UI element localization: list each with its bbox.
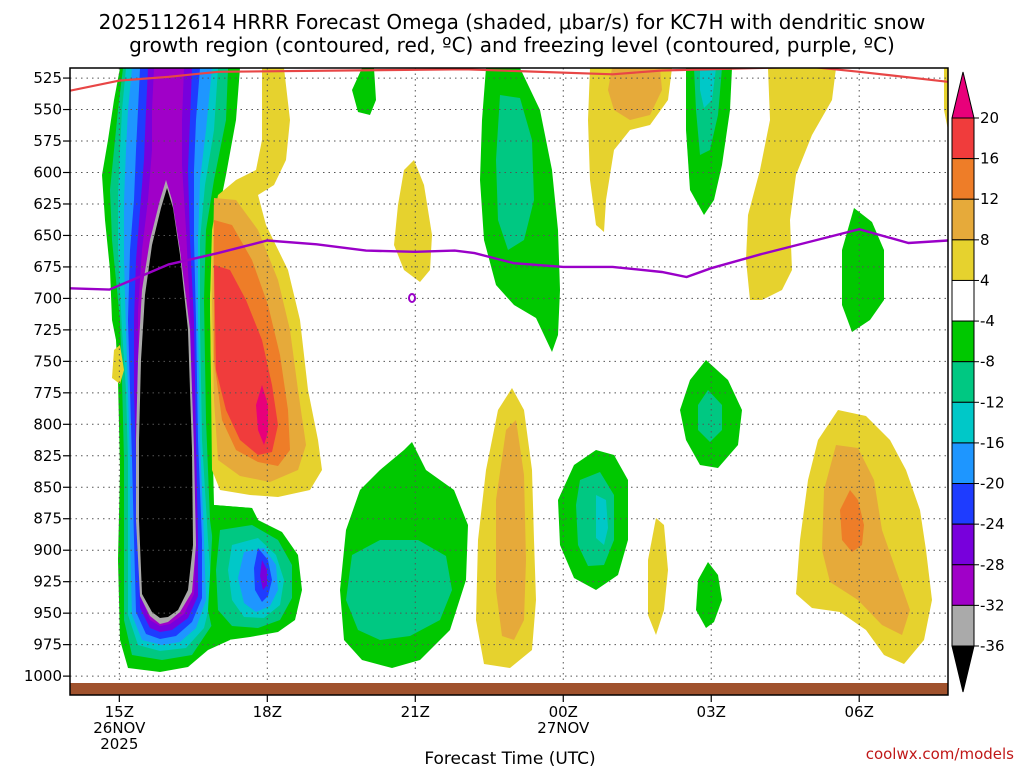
colorbar-swatch [951,442,975,485]
y-tick-label: 800 [33,415,62,433]
y-tick-label: 550 [33,101,62,119]
colorbar-label: -28 [980,556,1005,574]
dgz-top-contour [70,68,948,92]
x-tick-label: 06Z [845,703,874,721]
colorbar-label: -20 [980,475,1005,493]
colorbar-swatch [951,198,975,241]
plot-border [69,67,949,696]
y-tick-label: 875 [33,510,62,528]
omega-teal-03z-mid [698,390,722,442]
colorbar-label: 12 [980,190,999,208]
x-tick-label: 18Z [253,703,282,721]
y-tick-label: 775 [33,384,62,402]
omega-gold-06z-low [822,445,910,635]
x-tick-label: 26NOV [93,719,146,737]
colorbar-bottom-triangle [951,645,975,693]
colorbar-label: 8 [980,231,990,249]
omega-gold-01z [608,68,662,120]
colorbar-label: -12 [980,393,1005,411]
omega-yellow-0130z [648,518,668,635]
colorbar-swatch [951,239,975,281]
colorbar: 20 16 12 8 4 -4 -8 -12 -16 -20 -24 -28 -32 -36 [951,71,1005,693]
omega-indigo-lowlevel [260,560,267,590]
y-tick-label: 725 [33,321,62,339]
omega-teal-21z [346,540,452,640]
y-tick-label: 1000 [24,667,62,685]
watermark: coolwx.com/models [866,745,1014,763]
colorbar-label: -16 [980,434,1005,452]
y-tick-label: 650 [33,226,62,244]
freezing-level-label-marker [408,293,416,303]
omega-yellow-edge-right [944,68,948,130]
shaded-field [102,68,948,672]
colorbar-label: -4 [980,312,995,330]
y-axis: 525 550 575 600 625 650 675 700 725 750 775 800 825 8… [24,69,70,685]
chart-title-line1: 2025112614 HRRR Forecast Omega (shaded, … [99,10,926,34]
y-tick-label: 925 [33,573,62,591]
y-tick-label: 575 [33,132,62,150]
x-tick-label: 00Z [549,703,578,721]
omega-yellow-small-left [112,345,124,384]
omega-black-core [139,188,193,618]
x-tick-label: 21Z [401,703,430,721]
colorbar-swatch [951,604,975,647]
colorbar-label: -36 [980,637,1005,655]
ground-strip [70,683,948,695]
colorbar-swatch [951,117,975,160]
omega-magenta-sinking-a [256,385,268,445]
y-tick-label: 825 [33,447,62,465]
y-tick-label: 675 [33,258,62,276]
colorbar-label: 20 [980,109,999,127]
colorbar-label: 4 [980,271,990,289]
y-tick-label: 525 [33,69,62,87]
omega-orange-06z-low [840,490,864,552]
colorbar-top-triangle [951,71,975,119]
y-tick-label: 975 [33,636,62,654]
omega-green-20z [352,68,376,115]
omega-green-06z [842,208,884,332]
x-tick-label: 27NOV [537,719,590,737]
colorbar-label: -32 [980,596,1005,614]
colorbar-swatch [951,158,975,200]
freezing-level-contour [70,227,948,291]
colorbar-swatch [951,361,975,403]
omega-yellow-05z-upper [746,68,836,300]
y-tick-label: 950 [33,604,62,622]
colorbar-swatch [951,564,975,606]
colorbar-label: -24 [980,515,1005,533]
colorbar-swatch [951,279,975,322]
x-axis-label: Forecast Time (UTC) [424,749,595,768]
y-tick-label: 900 [33,541,62,559]
x-tick-label: 03Z [697,703,726,721]
colorbar-swatch [951,320,975,363]
x-tick-label: 2025 [100,735,138,753]
gridlines [70,68,948,695]
y-tick-label: 850 [33,478,62,496]
colorbar-label: 16 [980,150,999,168]
y-tick-label: 750 [33,352,62,370]
y-tick-label: 600 [33,164,62,182]
omega-cyan-00z [596,495,608,545]
colorbar-swatch [951,523,975,566]
omega-green-03z-low [696,562,722,628]
y-tick-label: 625 [33,195,62,213]
x-tick-label: 15Z [105,703,134,721]
colorbar-swatch [951,401,975,444]
omega-teal-23z [496,95,534,250]
colorbar-label: -8 [980,353,995,371]
y-tick-label: 700 [33,289,62,307]
colorbar-swatch [951,483,975,525]
omega-gold-23z-low [496,420,526,640]
chart-title-line2: growth region (contoured, red, ºC) and f… [129,33,895,57]
